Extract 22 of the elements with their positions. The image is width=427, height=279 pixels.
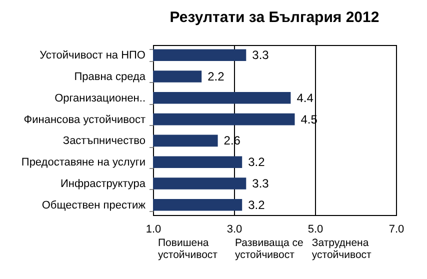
- x-tick-label: 1.0: [146, 224, 162, 236]
- data-label: 2.2: [208, 70, 225, 84]
- y-tick-label: Застъпничество: [62, 135, 146, 148]
- y-tick-label: Инфраструктура: [60, 178, 146, 190]
- x-tick-label: 3.0: [226, 224, 242, 236]
- y-tick-label: Организационен..: [54, 92, 146, 104]
- x-tick-label: 7.0: [388, 224, 404, 236]
- x-tick-label: 5.0: [308, 224, 324, 236]
- text: Повишена устойчивост: [158, 237, 218, 261]
- data-label: 3.3: [252, 176, 270, 190]
- y-tick-label: Правна среда: [74, 71, 146, 84]
- y-tick-label: Устойчивост на НПО: [40, 50, 146, 62]
- chart-title: Резултати за България 2012: [170, 9, 380, 26]
- y-tick-label: Предоставяне на услуги: [21, 156, 146, 169]
- y-tick-label: Финансова устойчивост: [24, 114, 146, 126]
- data-label: 3.2: [248, 155, 266, 170]
- y-tick-label: Обществен престиж: [42, 199, 146, 212]
- data-label: 3.3: [252, 48, 270, 62]
- text: Затруднена устойчивост: [312, 237, 372, 261]
- data-label: 4.4: [296, 90, 314, 105]
- text: Развиваща се устойчивост: [234, 237, 304, 261]
- data-label: 3.2: [248, 198, 266, 212]
